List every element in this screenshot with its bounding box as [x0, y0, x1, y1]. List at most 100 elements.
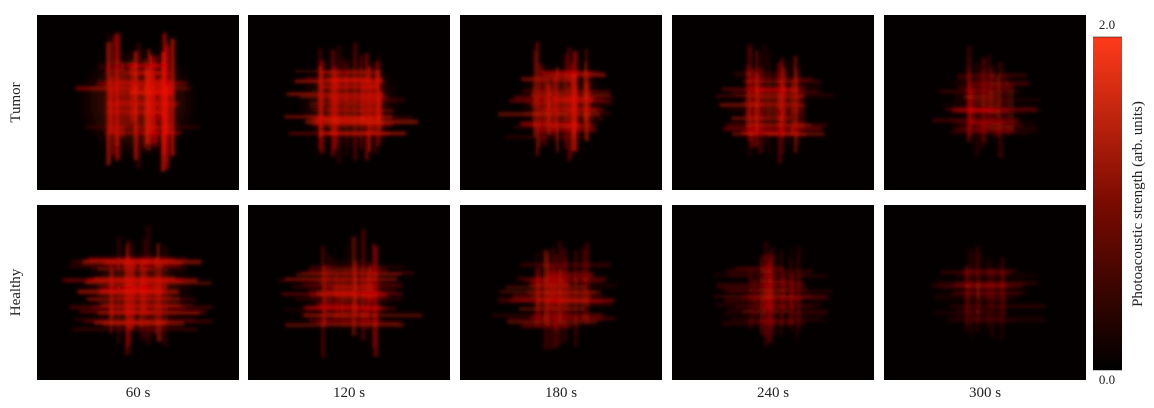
streak — [572, 53, 577, 152]
streak — [953, 98, 1040, 102]
streak — [107, 109, 160, 113]
streak — [536, 42, 539, 156]
streak — [779, 251, 782, 335]
streak — [519, 307, 585, 311]
streak — [781, 62, 783, 138]
streak — [543, 79, 548, 146]
column-label: 60 s — [126, 385, 151, 401]
streak — [509, 99, 610, 102]
streak — [584, 82, 589, 141]
streak — [719, 102, 801, 106]
streak — [376, 56, 379, 143]
streak — [555, 254, 558, 348]
streak — [372, 243, 375, 348]
streak — [735, 305, 813, 308]
streak — [530, 283, 570, 287]
streak — [326, 286, 377, 291]
streak — [341, 276, 343, 319]
streak — [543, 249, 548, 324]
streak — [145, 69, 149, 144]
streak — [967, 285, 1004, 290]
streak — [337, 292, 385, 294]
streak — [538, 263, 541, 313]
streak — [735, 266, 782, 270]
streak — [117, 237, 120, 344]
streak — [535, 108, 602, 111]
streak — [325, 272, 329, 310]
streak — [85, 125, 199, 128]
streak — [91, 266, 188, 270]
streak — [728, 275, 827, 277]
streak — [376, 247, 379, 357]
streak — [551, 248, 554, 349]
streak — [125, 246, 127, 355]
streak — [305, 307, 387, 310]
streak — [116, 36, 118, 157]
streak — [171, 39, 175, 157]
streak — [125, 64, 167, 67]
streak — [354, 261, 357, 315]
streak — [84, 281, 211, 285]
streak — [730, 318, 821, 321]
streak — [767, 263, 772, 310]
streak — [73, 328, 198, 331]
streak — [533, 48, 535, 137]
streak — [154, 257, 157, 335]
streak — [800, 85, 804, 130]
streak — [768, 50, 771, 153]
streak — [286, 92, 382, 96]
streak — [308, 267, 387, 272]
streak — [512, 96, 613, 98]
streak — [999, 271, 1002, 317]
row-label: Healthy — [8, 268, 24, 316]
streak — [997, 78, 999, 119]
streak — [776, 64, 780, 126]
streak — [958, 85, 1011, 89]
streak — [987, 55, 991, 130]
colorbar — [1093, 37, 1122, 370]
streak — [717, 283, 806, 288]
streak — [952, 127, 1038, 129]
streak — [360, 55, 362, 150]
streak — [162, 34, 167, 156]
streak — [296, 297, 402, 300]
streak — [971, 319, 1018, 322]
streak — [984, 262, 988, 326]
streak — [368, 66, 371, 152]
streak — [84, 320, 212, 322]
streak — [790, 80, 793, 136]
streak — [553, 77, 557, 135]
streak — [964, 270, 968, 333]
row-label: Tumor — [8, 82, 24, 122]
colorbar-tick-label: 0.0 — [1099, 372, 1115, 387]
streak — [1006, 79, 1008, 135]
streak — [748, 47, 751, 141]
streak — [755, 74, 759, 131]
streak — [952, 132, 1029, 134]
colorbar-tick-label: 2.0 — [1099, 17, 1115, 32]
streak — [104, 261, 183, 266]
streak — [564, 257, 568, 342]
streak — [796, 276, 800, 323]
streak — [541, 65, 544, 143]
streak — [523, 323, 582, 327]
streak — [88, 298, 196, 302]
streak — [561, 73, 566, 141]
streak — [301, 272, 413, 274]
streak — [316, 321, 399, 324]
column-label: 180 s — [545, 385, 577, 401]
streak — [539, 71, 576, 74]
streak — [980, 70, 985, 148]
streak — [109, 76, 112, 131]
column-label: 240 s — [757, 385, 789, 401]
streak — [124, 285, 166, 289]
streak — [953, 107, 1037, 112]
streak — [109, 311, 154, 314]
page: Photoacoustic strength (arb. units) Tumo… — [0, 0, 1154, 408]
streak — [284, 115, 392, 118]
column-label: 120 s — [333, 385, 365, 401]
streak — [567, 47, 570, 162]
streak — [117, 100, 157, 103]
colorbar-label: Photoacoustic strength (arb. units) — [1130, 101, 1146, 307]
streak — [741, 295, 825, 299]
